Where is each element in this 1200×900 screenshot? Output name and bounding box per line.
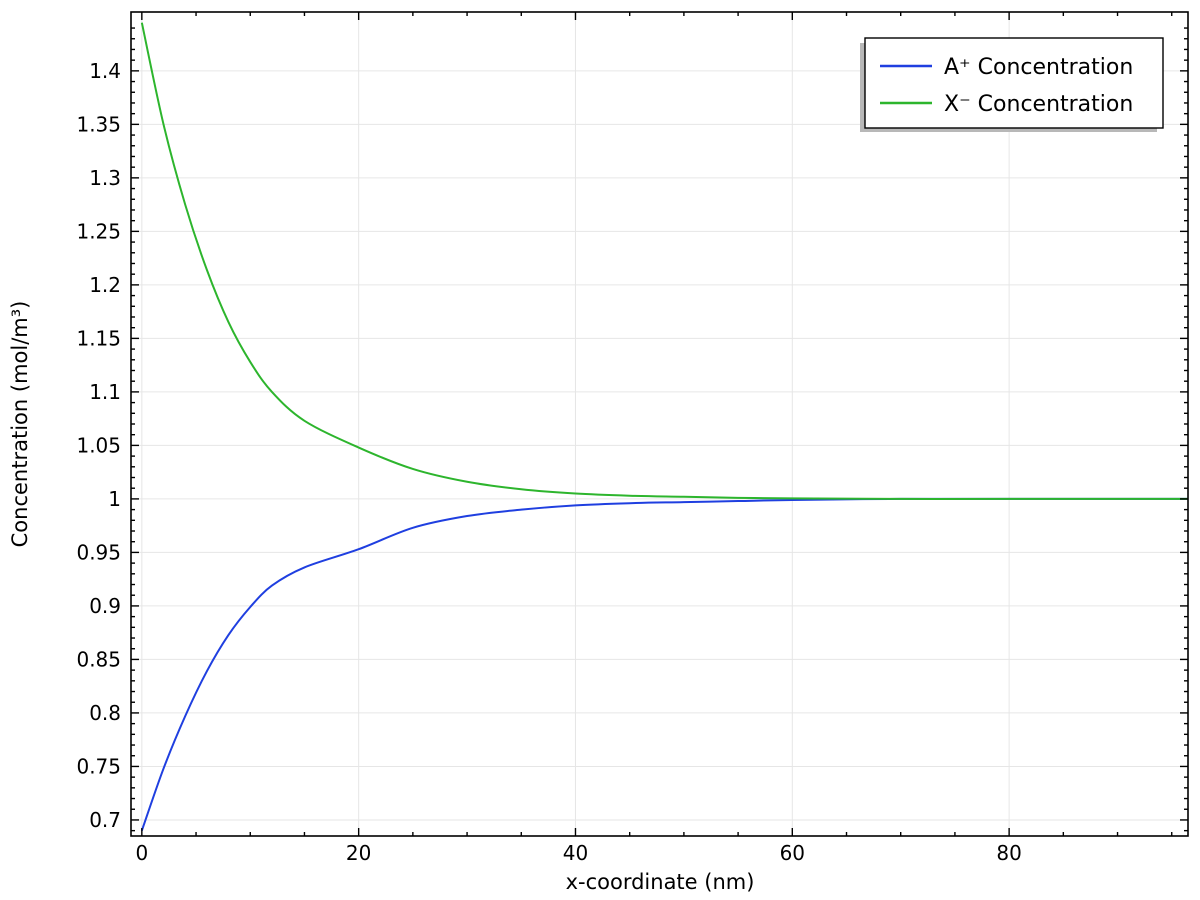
y-tick-label: 1.15 — [76, 326, 121, 350]
legend-label: X⁻ Concentration — [944, 92, 1133, 117]
y-tick-label: 1.3 — [89, 166, 121, 190]
legend-box — [864, 37, 1164, 129]
y-tick-label: 1.35 — [76, 112, 121, 136]
y-tick-label: 1.4 — [89, 59, 121, 83]
y-tick-label: 0.8 — [89, 701, 121, 725]
legend-items: A⁺ Concentration X⁻ Concentration — [880, 55, 1133, 117]
grid-lines — [131, 12, 1188, 836]
y-tick-label: 0.7 — [89, 808, 121, 832]
x-tick-label: 80 — [996, 841, 1021, 865]
legend-label: A⁺ Concentration — [944, 55, 1133, 80]
y-tick-label: 1 — [108, 487, 121, 511]
y-tick-label: 0.95 — [76, 540, 121, 564]
y-tick-label: 1.25 — [76, 219, 121, 243]
x-tick-label: 0 — [135, 841, 148, 865]
y-tick-label: 0.85 — [76, 647, 121, 671]
y-tick-label: 1.1 — [89, 380, 121, 404]
legend: A⁺ Concentration X⁻ Concentration — [860, 37, 1164, 132]
y-tick-label: 1.05 — [76, 433, 121, 457]
y-tick-label: 0.9 — [89, 594, 121, 618]
x-tick-label: 40 — [563, 841, 588, 865]
series-line-a-plus — [140, 497, 1188, 831]
tick-labels: 0 20 40 60 80 0.7 0.75 0.8 0.85 0.9 0.95 1 1.05 1.1 1.… — [76, 59, 1021, 865]
x-axis-label: x-coordinate (nm) — [566, 870, 755, 894]
x-tick-label: 20 — [346, 841, 371, 865]
axis-ticks — [131, 12, 1188, 836]
y-tick-label: 1.2 — [89, 273, 121, 297]
y-tick-label: 0.75 — [76, 754, 121, 778]
plot-frame — [130, 11, 1189, 837]
y-axis-label: Concentration (mol/m³) — [8, 301, 32, 548]
series-lines — [140, 22, 1188, 831]
x-tick-label: 60 — [780, 841, 805, 865]
series-line-x-minus — [140, 22, 1188, 500]
